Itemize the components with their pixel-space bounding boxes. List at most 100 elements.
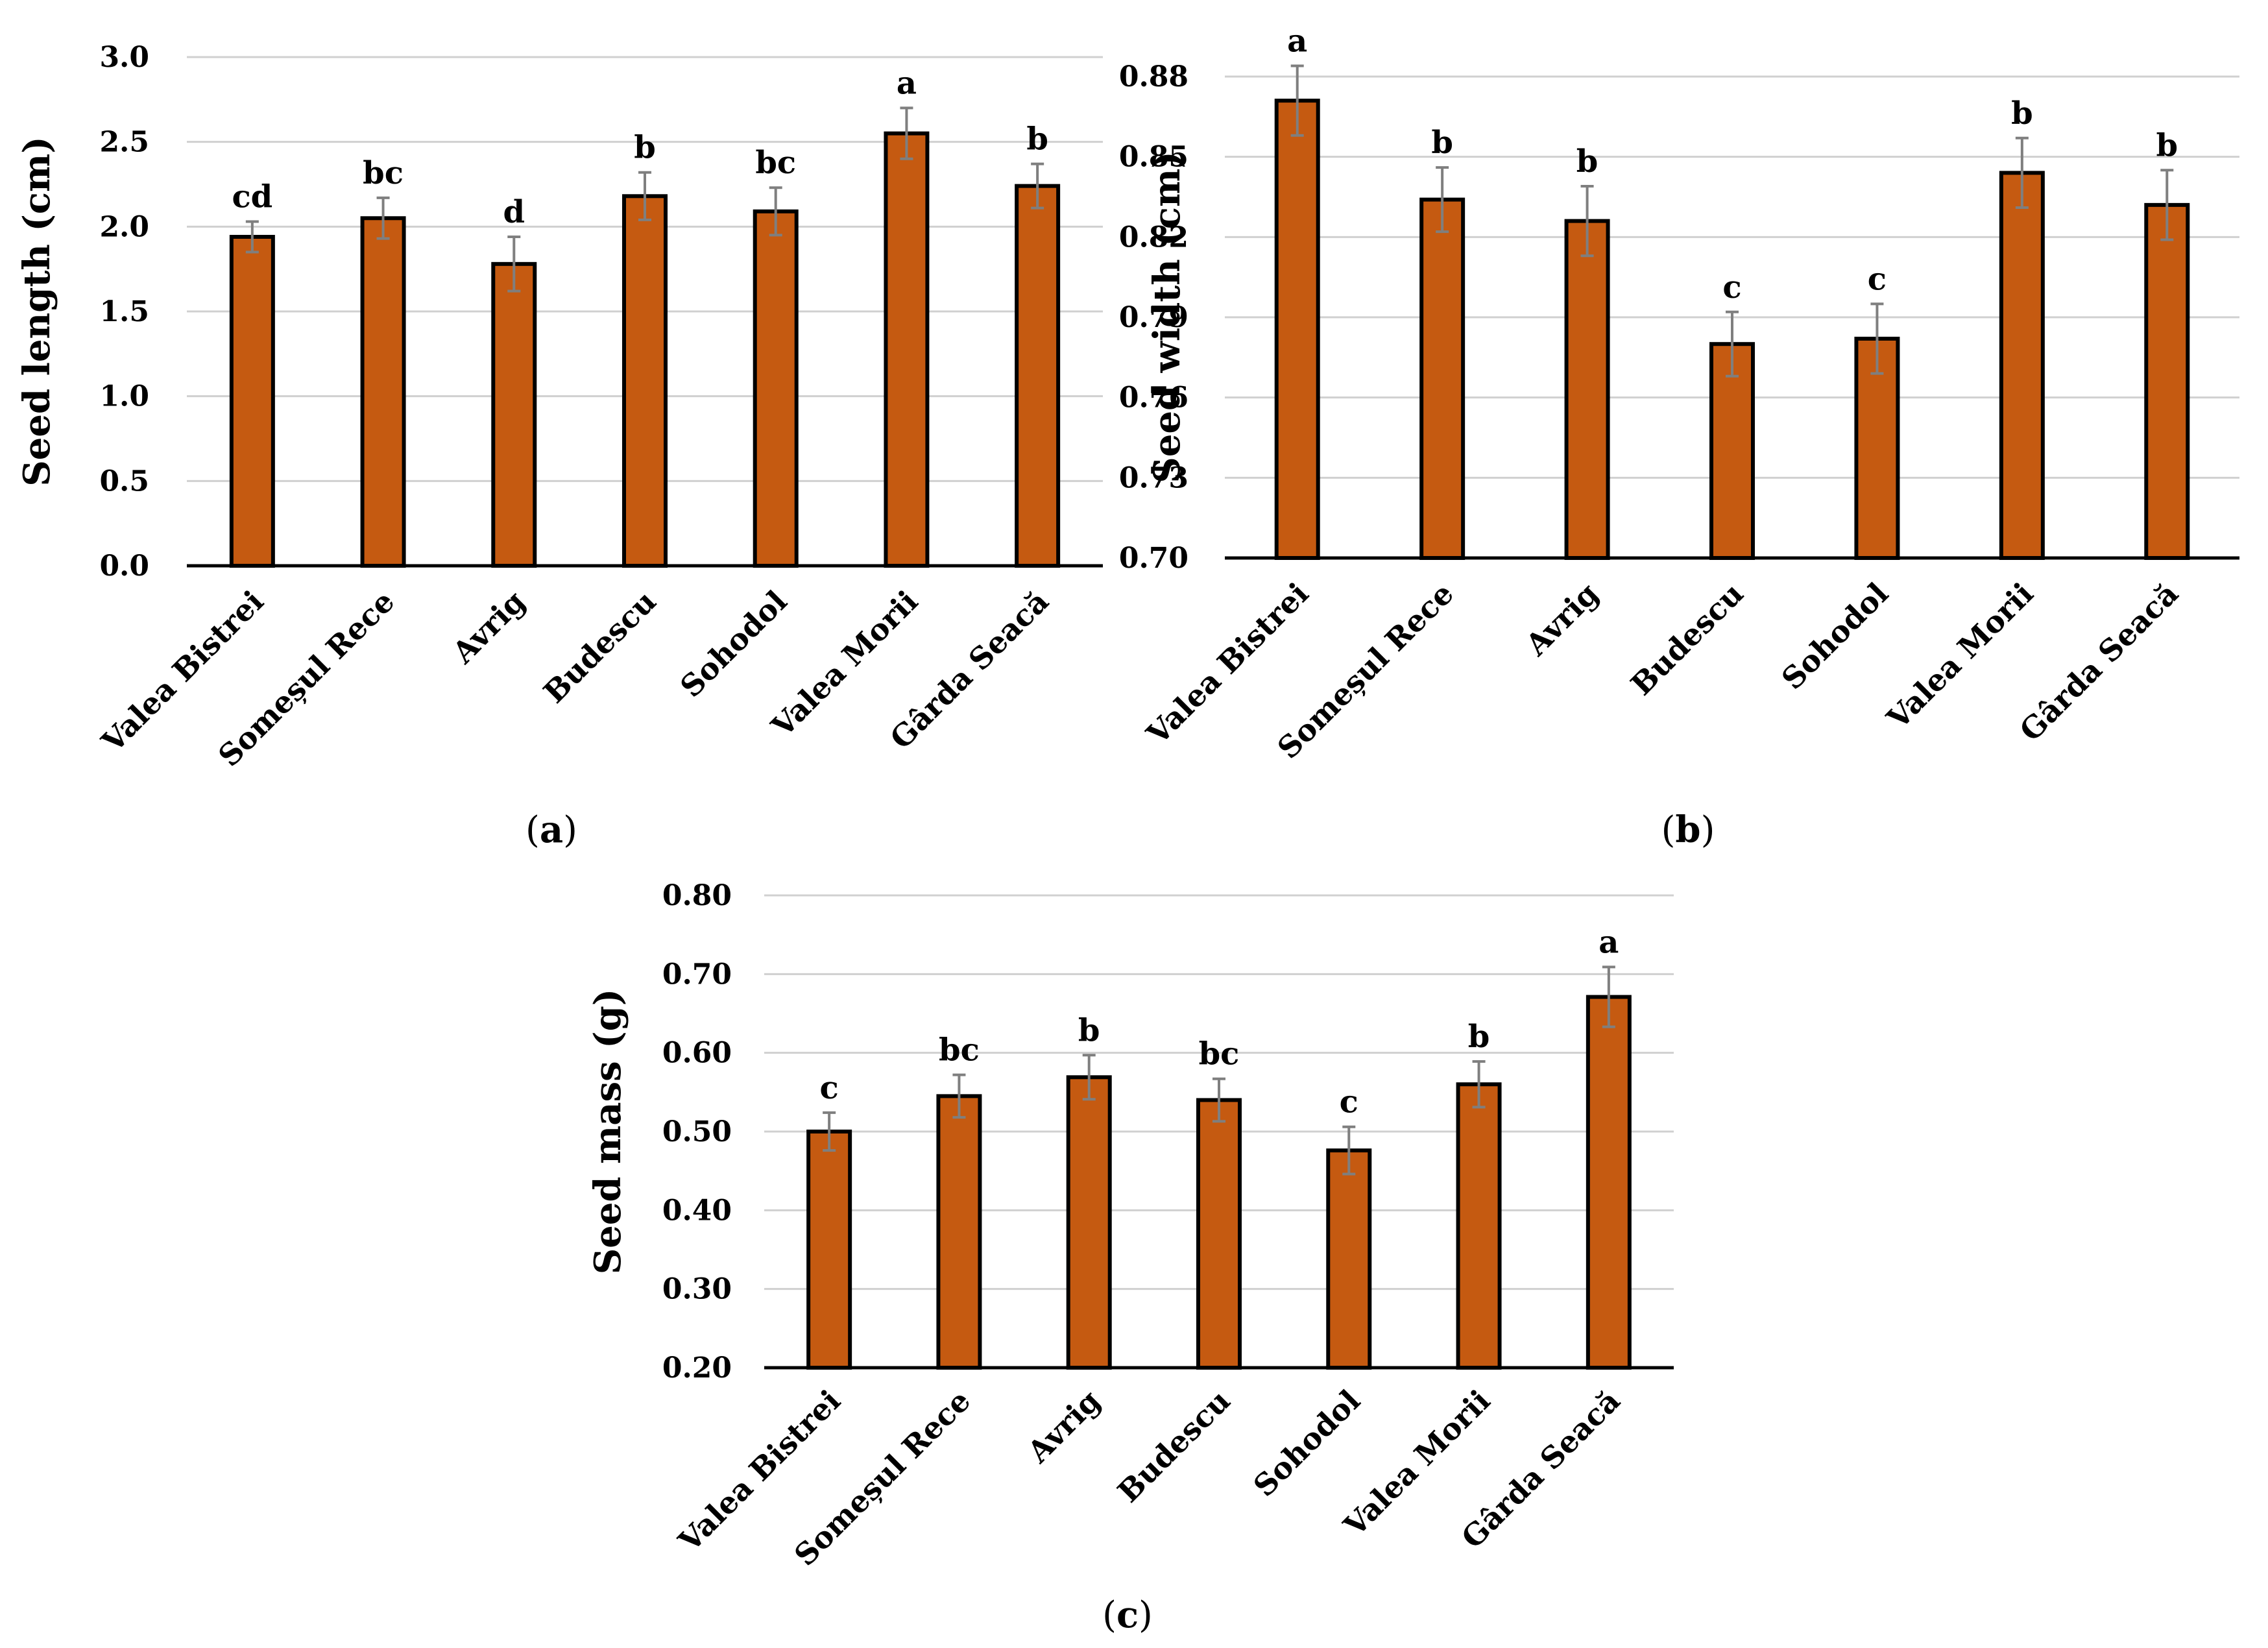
y-tick-label: 0.20 [662, 1351, 732, 1385]
error-bar [1212, 1077, 1225, 1123]
chart-seed-mass: 0.20 0.30 0.40 0.50 0.60 0.70 0.80 Seed mass (g… [586, 879, 1674, 1573]
y-tick-label: 1.0 [99, 380, 149, 413]
significance-letter: a [1598, 924, 1619, 960]
bar [1586, 995, 1632, 1370]
y-tick-label: 3.0 [99, 41, 149, 74]
significance-letter: c [1340, 1084, 1358, 1121]
y-tick-label: 0.5 [99, 465, 149, 498]
x-tick-label: Valea Morii [1879, 576, 2040, 736]
error-bar [1082, 1054, 1096, 1101]
error-bar [1726, 310, 1739, 378]
significance-letter: a [1287, 23, 1307, 60]
x-tick-label: Sohodol [1775, 576, 1896, 697]
error-bar [2015, 136, 2029, 209]
bar [1419, 197, 1466, 561]
significance-letter: c [1722, 269, 1741, 306]
bar [360, 216, 406, 568]
y-tick-label: 0.82 [1119, 221, 1188, 254]
error-bar [245, 220, 259, 254]
bar [229, 235, 275, 568]
bar [1709, 342, 1755, 560]
bar [1196, 1098, 1242, 1370]
significance-letter: b [1431, 125, 1453, 161]
bar [1456, 1082, 1502, 1370]
x-tick-label: Budescu [1111, 1383, 1237, 1510]
y-tick-label: 0.79 [1119, 301, 1188, 334]
bar [1564, 219, 1610, 561]
error-bar [507, 236, 521, 293]
significance-letter: a [897, 65, 917, 101]
y-tick-label: 0.0 [99, 550, 149, 583]
significance-letter: c [1868, 261, 1887, 297]
bar [806, 1130, 852, 1370]
x-tick-label: Sohodol [1247, 1383, 1368, 1504]
error-bar [1580, 185, 1594, 258]
y-tick-label: 0.30 [662, 1273, 732, 1306]
significance-letter: b [1576, 143, 1598, 180]
y-tick-label: 0.80 [662, 879, 732, 912]
y-tick-label: 0.88 [1119, 60, 1188, 93]
x-tick-label: Budescu [537, 584, 663, 710]
panel-label-a: (a) [525, 808, 577, 851]
significance-letter: b [2156, 127, 2178, 164]
y-tick-label: 0.40 [662, 1194, 732, 1227]
bar [491, 261, 537, 568]
bar [622, 194, 668, 568]
y-tick-label: 1.5 [99, 295, 149, 328]
significance-letter: b [1468, 1019, 1490, 1055]
x-tick-label: Avrig [1518, 576, 1605, 663]
significance-letter: b [634, 130, 656, 166]
error-bar [769, 186, 782, 237]
significance-letter: b [1026, 121, 1048, 158]
error-bar [1290, 64, 1304, 137]
error-bar [2160, 169, 2174, 241]
bar [1274, 99, 1320, 561]
x-tick-label: Sohodol [673, 584, 794, 705]
bar [1066, 1075, 1112, 1370]
error-bar [1870, 302, 1884, 375]
panel-label-c: (c) [1102, 1593, 1153, 1636]
significance-letter: bc [363, 155, 404, 191]
significance-letter: c [820, 1070, 839, 1106]
y-tick-label: 0.70 [662, 958, 732, 991]
significance-letter: bc [939, 1032, 980, 1069]
bar [884, 131, 930, 568]
bar [1999, 171, 2045, 560]
bar [1326, 1148, 1372, 1370]
y-tick-label: 0.85 [1119, 141, 1188, 174]
significance-letter: d [503, 194, 525, 230]
significance-letter: bc [755, 145, 796, 181]
y-tick-label: 0.60 [662, 1037, 732, 1070]
y-tick-label: 2.0 [99, 210, 149, 243]
y-tick-label: 0.50 [662, 1115, 732, 1148]
y-axis-label: Seed length (cm) [16, 136, 58, 487]
significance-letter: cd [232, 178, 272, 215]
significance-letter: b [2011, 95, 2033, 132]
error-bar [823, 1111, 836, 1152]
x-tick-label: Avrig [445, 584, 532, 671]
error-bar [1472, 1060, 1486, 1109]
error-bar [1342, 1125, 1356, 1176]
y-tick-label: 0.73 [1119, 461, 1188, 494]
significance-letter: bc [1199, 1036, 1240, 1072]
x-tick-label: Avrig [1020, 1383, 1107, 1470]
bar [936, 1094, 982, 1370]
y-axis-label: Seed width (cm) [1146, 151, 1188, 483]
error-bar [1031, 162, 1044, 210]
y-tick-label: 2.5 [99, 126, 149, 159]
bar [2144, 202, 2190, 561]
bar [1015, 184, 1061, 568]
y-axis-label: Seed mass (g) [586, 989, 629, 1275]
y-tick-label: 0.70 [1119, 542, 1188, 575]
error-bar [638, 171, 651, 221]
error-bar [1436, 166, 1449, 234]
bar [753, 209, 799, 568]
error-bar [376, 196, 390, 240]
error-bar [1602, 965, 1615, 1028]
chart-seed-width: 0.70 0.73 0.76 0.79 0.82 0.85 0.88 Seed width (… [1119, 23, 2239, 766]
error-bar [952, 1073, 966, 1119]
y-tick-label: 0.76 [1119, 382, 1188, 415]
significance-letter: b [1078, 1012, 1100, 1048]
